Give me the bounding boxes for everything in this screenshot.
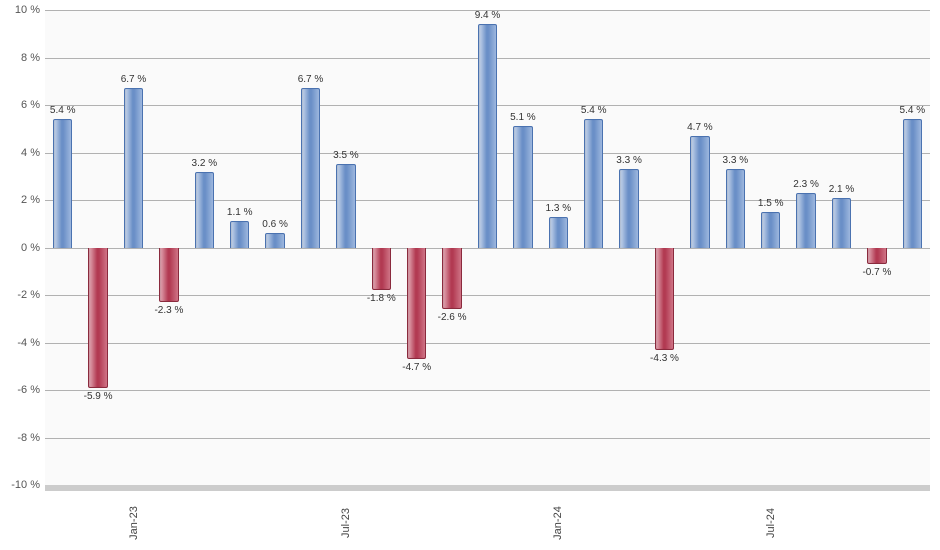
bar-value-label: -4.7 % xyxy=(402,362,431,373)
bar xyxy=(690,136,709,248)
x-tick-label: Jul-24 xyxy=(765,508,777,538)
y-tick-label: 8 % xyxy=(0,52,40,64)
gridline xyxy=(45,390,930,391)
y-tick-label: -6 % xyxy=(0,384,40,396)
bar-value-label: 2.3 % xyxy=(793,179,819,190)
x-tick-label: Jan-24 xyxy=(552,506,564,540)
bar xyxy=(832,198,851,248)
bar-value-label: 1.5 % xyxy=(758,198,784,209)
y-tick-label: -10 % xyxy=(0,479,40,491)
bar-value-label: 9.4 % xyxy=(475,10,501,21)
bar-value-label: 0.6 % xyxy=(262,219,288,230)
x-tick-label: Jul-23 xyxy=(340,508,352,538)
y-tick-label: 0 % xyxy=(0,242,40,254)
bar xyxy=(53,119,72,247)
bar xyxy=(301,88,320,247)
y-tick-label: 10 % xyxy=(0,4,40,16)
bar-value-label: 3.3 % xyxy=(616,155,642,166)
bar-value-label: 5.4 % xyxy=(581,105,607,116)
bar xyxy=(159,248,178,303)
bar xyxy=(336,164,355,247)
chart-floor xyxy=(45,485,930,491)
bar xyxy=(407,248,426,360)
bar xyxy=(124,88,143,247)
bar-value-label: 6.7 % xyxy=(298,74,324,85)
bar xyxy=(584,119,603,247)
bar-value-label: 2.1 % xyxy=(829,184,855,195)
bar-value-label: -0.7 % xyxy=(862,267,891,278)
y-tick-label: 4 % xyxy=(0,147,40,159)
bar-value-label: 3.3 % xyxy=(723,155,749,166)
bar xyxy=(265,233,284,247)
bar-value-label: 1.1 % xyxy=(227,207,253,218)
bar-value-label: 3.5 % xyxy=(333,150,359,161)
bar-value-label: -2.6 % xyxy=(438,312,467,323)
y-tick-label: -4 % xyxy=(0,337,40,349)
bar xyxy=(88,248,107,388)
bar-value-label: -1.8 % xyxy=(367,293,396,304)
bar xyxy=(478,24,497,247)
y-tick-label: 6 % xyxy=(0,99,40,111)
bar xyxy=(796,193,815,248)
bar xyxy=(372,248,391,291)
bar xyxy=(549,217,568,248)
bar-value-label: 5.4 % xyxy=(50,105,76,116)
bar xyxy=(619,169,638,247)
bar xyxy=(513,126,532,247)
bar xyxy=(761,212,780,248)
bar-value-label: 3.2 % xyxy=(192,158,218,169)
bar-value-label: 6.7 % xyxy=(121,74,147,85)
bar xyxy=(442,248,461,310)
x-tick-label: Jan-23 xyxy=(128,506,140,540)
y-tick-label: 2 % xyxy=(0,194,40,206)
bar-value-label: 5.1 % xyxy=(510,112,536,123)
bar xyxy=(867,248,886,265)
bar-value-label: 5.4 % xyxy=(900,105,926,116)
bar-value-label: 4.7 % xyxy=(687,122,713,133)
bar-value-label: -4.3 % xyxy=(650,353,679,364)
bar-value-label: -5.9 % xyxy=(84,391,113,402)
gridline xyxy=(45,438,930,439)
bar-chart: -10 % -8 % -6 % -4 % -2 % 0 % 2 % 4 % 6 % 8 % 10 %… xyxy=(0,0,940,550)
bar xyxy=(655,248,674,350)
bar xyxy=(230,221,249,247)
bar-value-label: 1.3 % xyxy=(546,203,572,214)
bar xyxy=(195,172,214,248)
gridline xyxy=(45,343,930,344)
bar-value-label: -2.3 % xyxy=(154,305,183,316)
bar xyxy=(903,119,922,247)
y-tick-label: -8 % xyxy=(0,432,40,444)
bar xyxy=(726,169,745,247)
y-tick-label: -2 % xyxy=(0,289,40,301)
